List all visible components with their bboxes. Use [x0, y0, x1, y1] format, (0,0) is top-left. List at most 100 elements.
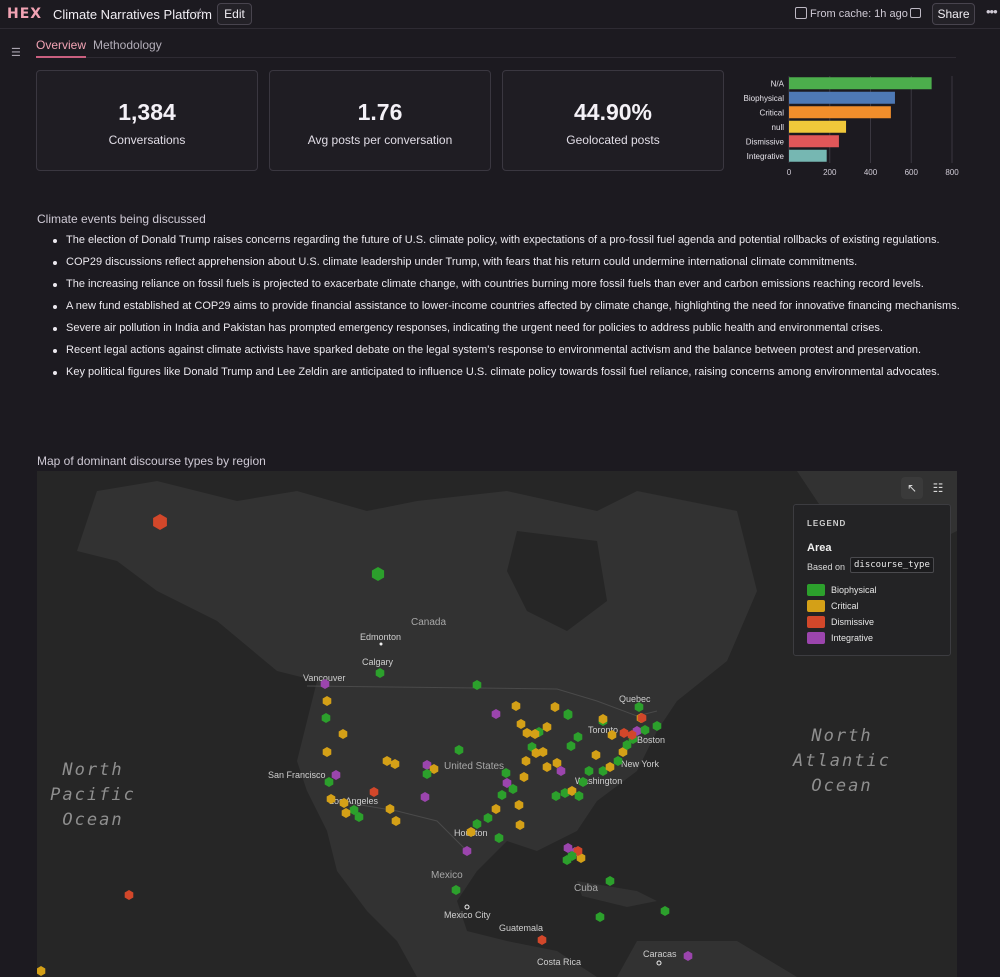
list-item: A new fund established at COP29 aims to … [52, 298, 962, 315]
hex-marker [605, 762, 615, 772]
hex-marker [537, 935, 547, 945]
country-label-canada: Canada [411, 617, 446, 628]
hex-marker [320, 679, 330, 689]
app-title: Climate Narratives Platform [53, 7, 212, 22]
metric-card-avg-posts: 1.76 Avg posts per conversation [269, 70, 491, 171]
discourse-map[interactable]: North Pacific Ocean North Atlantic Ocean… [37, 471, 957, 977]
legend-label: Dismissive [831, 617, 875, 627]
hex-marker [591, 750, 601, 760]
hex-marker [508, 784, 518, 794]
legend-toggle-icon[interactable]: ☷ [932, 481, 944, 495]
hex-marker [153, 514, 167, 530]
chart-x-tick-label: 400 [864, 168, 878, 177]
hex-marker [491, 804, 501, 814]
hex-marker [326, 794, 336, 804]
tab-overview[interactable]: Overview [36, 38, 87, 58]
city-label-new-york: New York [621, 759, 660, 769]
legend-swatch [807, 600, 825, 612]
hex-marker [341, 808, 351, 818]
chart-category-label: Critical [760, 108, 785, 117]
hex-marker [573, 732, 583, 742]
city-label-caracas: Caracas [643, 949, 677, 959]
chart-bar [789, 135, 839, 148]
chart-bar [789, 91, 895, 104]
city-label-toronto: Toronto [588, 725, 618, 735]
hex-marker [538, 747, 548, 757]
hex-marker [462, 846, 472, 856]
hex-marker [497, 790, 507, 800]
chart-category-label: Integrative [747, 152, 785, 161]
hex-marker [556, 766, 566, 776]
legend-field: discourse_type [850, 557, 934, 573]
cursor-icon[interactable]: ↖ [901, 477, 923, 499]
land-hudson-bay [507, 531, 607, 631]
tab-methodology[interactable]: Methodology [93, 38, 162, 52]
outline-icon[interactable]: ☰ [11, 47, 21, 59]
list-item: The election of Donald Trump raises conc… [52, 232, 962, 249]
hex-marker [321, 713, 331, 723]
hex-marker [542, 722, 552, 732]
discourse-bar-chart: 0 200 400 600 800 N/A Biophysical Critical null D… [736, 70, 960, 180]
top-bar: HEX Climate Narratives Platform ☆ Edit F… [0, 0, 1000, 29]
hex-marker [542, 762, 552, 772]
chart-category-label: Biophysical [744, 94, 785, 103]
legend-item: Integrative [807, 632, 873, 644]
cache-status[interactable]: From cache: 1h ago [810, 8, 908, 20]
hex-marker [491, 709, 501, 719]
hex-marker [422, 760, 432, 770]
hex-logo[interactable]: HEX [7, 6, 43, 22]
hex-marker [605, 876, 615, 886]
edit-button[interactable]: Edit [217, 3, 252, 25]
hex-marker [472, 680, 482, 690]
hex-marker [375, 668, 385, 678]
comment-icon[interactable] [910, 8, 921, 18]
hex-marker [627, 730, 637, 740]
hex-marker [472, 819, 482, 829]
hex-marker [640, 725, 650, 735]
list-item: Key political figures like Donald Trump … [52, 364, 962, 381]
city-label-vancouver: Vancouver [303, 673, 345, 683]
hex-marker [331, 770, 341, 780]
hex-marker [483, 813, 493, 823]
country-label-mexico: Mexico [431, 870, 463, 881]
hex-marker [511, 701, 521, 711]
share-button[interactable]: Share [932, 3, 975, 25]
ocean-label-line: Atlantic [792, 751, 891, 771]
hex-marker [349, 805, 359, 815]
hex-marker [324, 777, 334, 787]
hex-marker [574, 791, 584, 801]
events-list: The election of Donald Trump raises conc… [52, 232, 962, 386]
ocean-label-pacific: North Pacific Ocean [50, 760, 134, 830]
city-label-edmonton: Edmonton [360, 632, 401, 642]
hex-marker [354, 812, 364, 822]
star-icon[interactable]: ☆ [194, 5, 207, 21]
hex-marker [322, 747, 332, 757]
tab-bar: Overview Methodology [36, 36, 956, 58]
chart-bar [789, 120, 847, 133]
map-canvas: North Pacific Ocean North Atlantic Ocean… [37, 471, 957, 977]
chart-x-tick-label: 800 [945, 168, 959, 177]
legend-label: Critical [831, 601, 859, 611]
hex-marker [634, 702, 644, 712]
more-options-icon[interactable]: ••• [986, 4, 998, 19]
hex-marker [578, 777, 588, 787]
hex-marker [514, 800, 524, 810]
metric-value: 1.76 [357, 99, 403, 125]
legend-item: Critical [807, 600, 859, 612]
hex-marker [391, 816, 401, 826]
hex-marker [501, 768, 511, 778]
chart-x-tick-label: 600 [905, 168, 919, 177]
country-label-guatemala: Guatemala [499, 923, 543, 933]
metric-card-geolocated: 44.90% Geolocated posts [502, 70, 724, 171]
hex-marker [598, 714, 608, 724]
us-mexico-border [336, 800, 468, 852]
chart-bar [789, 149, 827, 162]
hex-marker [124, 890, 134, 900]
hex-marker [622, 740, 632, 750]
ocean-label-atlantic: North Atlantic Ocean [792, 726, 891, 796]
hex-marker [618, 747, 628, 757]
hex-marker [531, 748, 541, 758]
legend-swatch [807, 616, 825, 628]
metric-value: 1,384 [118, 99, 176, 125]
hex-marker [566, 741, 576, 751]
